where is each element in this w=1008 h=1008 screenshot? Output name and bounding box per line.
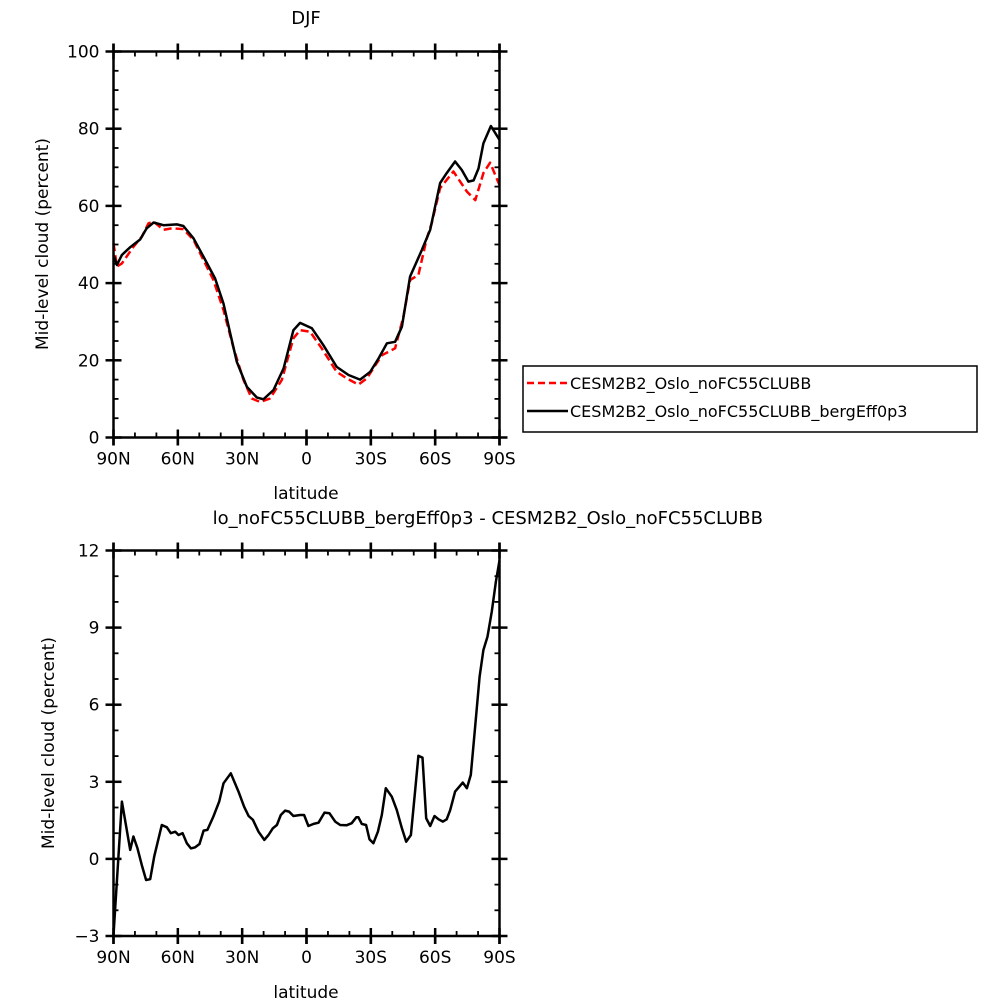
series-line-0 xyxy=(112,560,501,936)
y-tick-label: 6 xyxy=(89,696,100,716)
x-tick-label: 30S xyxy=(355,450,387,470)
y-tick-label: −3 xyxy=(74,927,99,947)
y-tick-label: 80 xyxy=(78,120,100,140)
bottom-chart-title: lo_noFC55CLUBB_bergEff0p3 - CESM2B2_Oslo… xyxy=(213,508,763,529)
legend: CESM2B2_Oslo_noFC55CLUBB CESM2B2_Oslo_no… xyxy=(522,365,978,433)
x-tick-label: 60N xyxy=(161,450,195,470)
y-tick-label: 3 xyxy=(89,773,100,793)
bottom-chart-axes: 90N 60N 30N 0 30S 60S 90S −3 0 3 6 9 12 xyxy=(74,542,515,969)
x-tick-label: 60N xyxy=(161,948,195,968)
x-tick-label: 30S xyxy=(355,948,387,968)
x-tick-label: 90N xyxy=(96,450,130,470)
y-tick-label: 60 xyxy=(78,197,100,217)
x-tick-label: 90S xyxy=(483,948,515,968)
bottom-chart-xlabel: latitude xyxy=(273,983,338,1003)
y-tick-label: 0 xyxy=(89,850,100,870)
top-chart-ylabel: Mid-level cloud (percent) xyxy=(33,138,53,350)
x-tick-label: 60S xyxy=(419,450,451,470)
bottom-chart-ylabel: Mid-level cloud (percent) xyxy=(39,637,59,849)
x-tick-label: 60S xyxy=(419,948,451,968)
top-chart-axes: 90N 60N 30N 0 30S 60S 90S 0 20 40 60 80 100 xyxy=(67,43,516,470)
series-line-0 xyxy=(112,161,501,404)
y-tick-label: 12 xyxy=(78,542,100,562)
legend-label-0: CESM2B2_Oslo_noFC55CLUBB xyxy=(570,374,811,394)
x-tick-label: 0 xyxy=(301,948,312,968)
legend-label-1: CESM2B2_Oslo_noFC55CLUBB_bergEff0p3 xyxy=(570,402,907,422)
legend-box xyxy=(522,365,978,433)
top-chart-xlabel: latitude xyxy=(273,484,338,504)
x-tick-label: 0 xyxy=(301,450,312,470)
y-tick-label: 100 xyxy=(67,43,99,63)
top-chart-title: DJF xyxy=(291,8,321,29)
plot-frame xyxy=(112,50,501,439)
y-tick-label: 0 xyxy=(89,429,100,449)
x-tick-label: 30N xyxy=(225,450,259,470)
plot-frame xyxy=(112,549,501,938)
x-tick-label: 30N xyxy=(225,948,259,968)
y-tick-label: 9 xyxy=(89,619,100,639)
x-tick-label: 90S xyxy=(483,450,515,470)
y-tick-label: 40 xyxy=(78,274,100,294)
y-tick-label: 20 xyxy=(78,351,100,371)
x-tick-label: 90N xyxy=(96,948,130,968)
series-line-1 xyxy=(112,124,501,401)
